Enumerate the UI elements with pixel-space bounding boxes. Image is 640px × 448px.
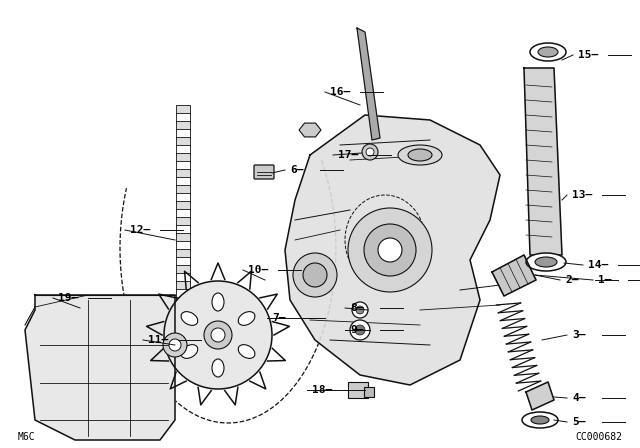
Ellipse shape — [531, 416, 549, 424]
Circle shape — [355, 325, 365, 335]
Text: 6–: 6– — [290, 165, 303, 175]
Text: 11–: 11– — [148, 335, 168, 345]
Polygon shape — [526, 382, 554, 410]
Bar — [176, 281, 190, 291]
Bar — [176, 265, 190, 275]
Ellipse shape — [530, 43, 566, 61]
Bar — [176, 209, 190, 219]
Text: 1–: 1– — [598, 275, 611, 285]
Circle shape — [362, 144, 378, 160]
Polygon shape — [299, 123, 321, 137]
Bar — [176, 153, 190, 163]
Text: 4–: 4– — [572, 393, 586, 403]
Text: 13–: 13– — [572, 190, 592, 200]
Circle shape — [364, 224, 416, 276]
Circle shape — [350, 320, 370, 340]
Circle shape — [169, 339, 181, 351]
Text: M6C: M6C — [18, 432, 36, 442]
Ellipse shape — [238, 345, 255, 358]
Circle shape — [204, 321, 232, 349]
Polygon shape — [492, 255, 536, 296]
Bar — [176, 161, 190, 171]
Circle shape — [211, 328, 225, 342]
Text: 17–: 17– — [338, 150, 358, 160]
Ellipse shape — [212, 359, 224, 377]
Text: 5–: 5– — [572, 417, 586, 427]
Text: 7–: 7– — [272, 313, 285, 323]
Bar — [348, 382, 368, 398]
Bar — [176, 233, 190, 243]
Bar — [176, 225, 190, 235]
Polygon shape — [357, 28, 380, 140]
Bar — [176, 185, 190, 195]
Bar — [176, 105, 190, 115]
Ellipse shape — [538, 47, 558, 57]
Text: 19–: 19– — [58, 293, 78, 303]
Circle shape — [352, 302, 368, 318]
Ellipse shape — [535, 257, 557, 267]
Ellipse shape — [526, 253, 566, 271]
Ellipse shape — [408, 149, 432, 161]
Polygon shape — [285, 115, 500, 385]
Circle shape — [366, 148, 374, 156]
Bar — [176, 137, 190, 147]
Text: 3–: 3– — [572, 330, 586, 340]
Bar — [176, 297, 190, 307]
Circle shape — [293, 253, 337, 297]
Text: CC000682: CC000682 — [575, 432, 622, 442]
Text: 10–: 10– — [248, 265, 268, 275]
Bar — [176, 305, 190, 315]
Bar — [176, 193, 190, 203]
Circle shape — [378, 238, 402, 262]
Ellipse shape — [238, 312, 255, 325]
Ellipse shape — [181, 345, 198, 358]
Bar — [176, 241, 190, 251]
Bar — [176, 169, 190, 179]
Ellipse shape — [398, 145, 442, 165]
Bar — [176, 257, 190, 267]
Bar — [364, 387, 374, 397]
Circle shape — [348, 208, 432, 292]
Ellipse shape — [181, 312, 198, 325]
Circle shape — [163, 333, 187, 357]
Text: 16–: 16– — [330, 87, 350, 97]
Bar — [176, 177, 190, 187]
Bar — [176, 145, 190, 155]
Text: 12–: 12– — [130, 225, 150, 235]
Circle shape — [356, 306, 364, 314]
Circle shape — [164, 281, 272, 389]
Bar — [176, 217, 190, 227]
Text: 18–: 18– — [312, 385, 332, 395]
Polygon shape — [524, 68, 562, 255]
FancyBboxPatch shape — [254, 165, 274, 179]
Bar — [176, 273, 190, 283]
Text: 2–: 2– — [565, 275, 579, 285]
Bar — [176, 113, 190, 123]
Bar — [176, 201, 190, 211]
Bar — [176, 129, 190, 139]
Text: 15–: 15– — [578, 50, 598, 60]
Bar — [176, 249, 190, 259]
Bar — [176, 289, 190, 299]
Circle shape — [303, 263, 327, 287]
Text: 9–: 9– — [350, 325, 364, 335]
Ellipse shape — [522, 412, 558, 428]
Text: 8–: 8– — [350, 303, 364, 313]
Polygon shape — [25, 295, 175, 440]
Ellipse shape — [212, 293, 224, 311]
Bar — [176, 121, 190, 131]
Text: 14–: 14– — [588, 260, 608, 270]
